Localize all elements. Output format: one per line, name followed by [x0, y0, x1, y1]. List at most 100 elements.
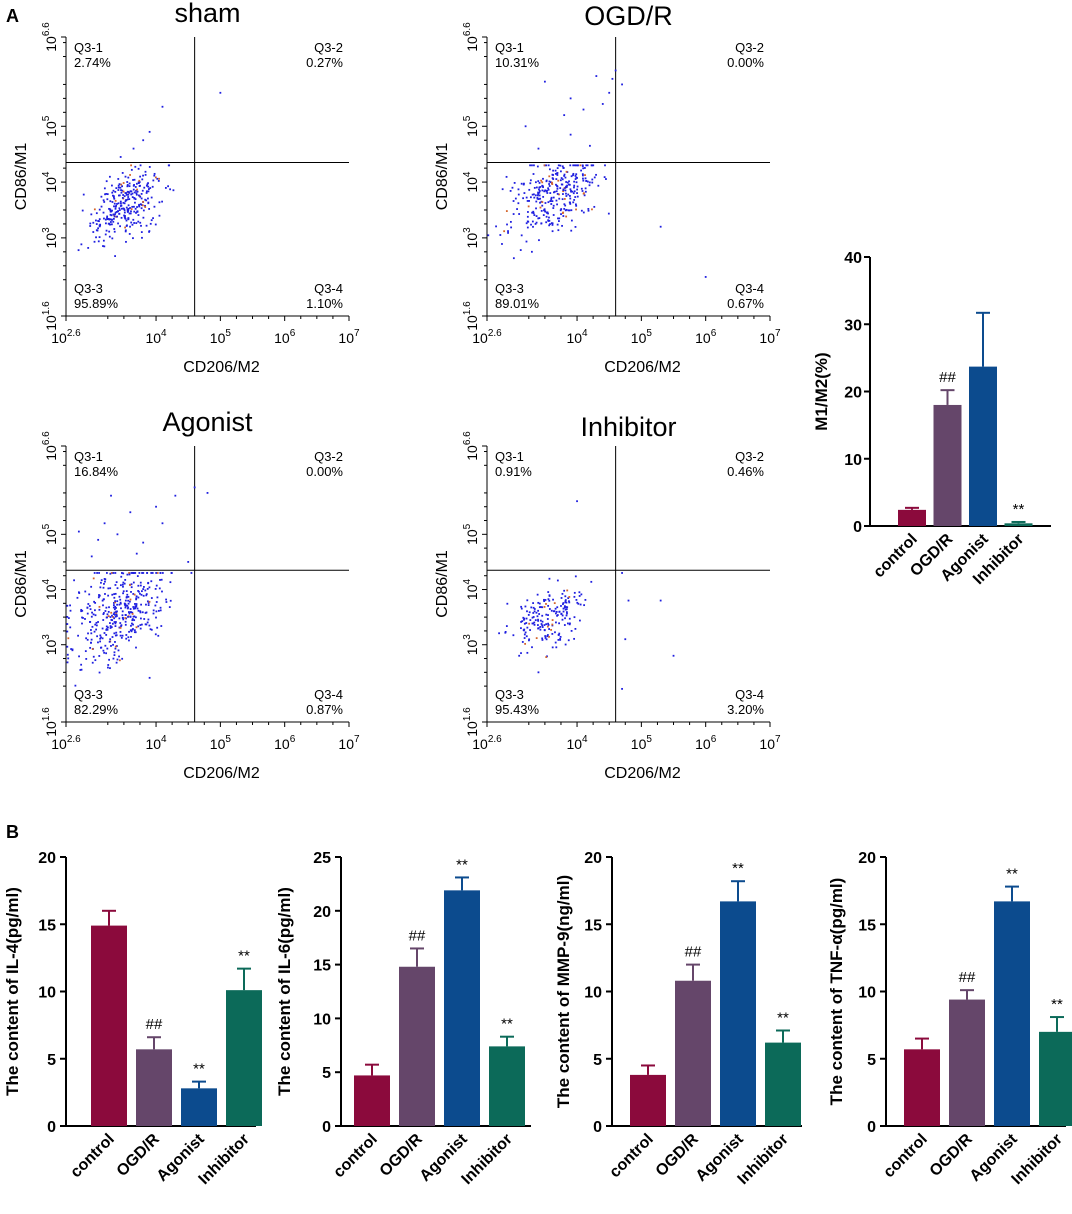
scatter-point [537, 601, 540, 604]
scatter-point [511, 186, 514, 189]
y-tick-label: 15 [858, 917, 876, 934]
scatter-point [130, 168, 133, 171]
scatter-point [102, 586, 105, 589]
bar-control [630, 1074, 666, 1126]
scatter-point [107, 222, 110, 225]
scatter-point [114, 625, 117, 627]
scatter-point [576, 195, 579, 198]
scatter-point [81, 622, 83, 625]
panel-label-b: B [6, 822, 19, 842]
scatter-point [122, 572, 125, 575]
y-tick-label: 101.6 [462, 707, 480, 737]
scatter-point [113, 197, 116, 200]
scatter-point [564, 599, 567, 601]
scatter-point [109, 572, 112, 575]
scatter-point [564, 189, 567, 192]
scatter-point [569, 195, 571, 197]
scatter-point [150, 196, 153, 199]
scatter-point [529, 619, 532, 621]
scatter-point [66, 630, 69, 633]
x-category-label: control [880, 1131, 930, 1181]
scatter-point [521, 620, 524, 623]
scatter-point [92, 231, 95, 233]
y-tick-label: 15 [38, 917, 56, 934]
scatter-point [533, 196, 536, 199]
scatter-point [538, 217, 541, 220]
scatter-point [543, 209, 545, 212]
scatter-point [547, 622, 549, 625]
scatter-point [570, 189, 572, 192]
scatter-point [117, 189, 120, 191]
scatter-point [593, 205, 596, 208]
scatter-point [113, 205, 115, 208]
scatter-point [66, 616, 69, 618]
bar-agonist [720, 901, 756, 1126]
y-tick-label: 25 [313, 850, 331, 867]
scatter-point [144, 589, 147, 592]
scatter-point [607, 212, 610, 215]
scatter-point [538, 190, 541, 192]
scatter-point [554, 169, 557, 172]
scatter-point [146, 621, 149, 624]
scatter-point [94, 623, 97, 626]
scatter-point [114, 634, 117, 637]
scatter-point [546, 634, 549, 636]
scatter-point [540, 209, 543, 212]
scatter-point [144, 173, 147, 176]
scatter-point [546, 189, 548, 192]
scatter-point [145, 611, 148, 614]
y-tick-label: 20 [313, 904, 331, 921]
scatter-point [539, 606, 542, 608]
scatter-point [573, 186, 575, 189]
y-tick-label: 101.6 [41, 707, 59, 737]
scatter-point [158, 201, 161, 204]
scatter-point [548, 577, 551, 580]
y-tick-label: 15 [584, 917, 602, 934]
scatter-point [536, 593, 539, 596]
scatter-point [570, 209, 573, 212]
quadrant-name: Q3-1 [495, 40, 524, 55]
scatter-point [531, 164, 533, 167]
quadrant-name: Q3-2 [735, 40, 764, 55]
scatter-point [86, 612, 89, 615]
scatter-point [575, 208, 577, 211]
scatter-point [115, 645, 118, 647]
scatter-point [534, 619, 537, 622]
scatter-point [562, 193, 564, 195]
quadrant-name: Q3-4 [735, 687, 764, 702]
scatter-point [510, 226, 513, 229]
scatter-point [583, 604, 586, 607]
scatter-point [95, 236, 97, 239]
scatter-point [573, 180, 576, 183]
scatter-point [103, 651, 106, 654]
scatter-point [100, 581, 102, 584]
scatter-point [558, 197, 561, 200]
scatter-point [562, 190, 565, 193]
scatter-point [121, 614, 124, 617]
y-tick-label: 5 [322, 1065, 331, 1082]
y-tick-label: 105 [41, 115, 59, 137]
scatter-point [84, 618, 86, 620]
scatter-point [562, 607, 565, 610]
scatter-point [525, 635, 528, 638]
scatter-point [77, 530, 80, 533]
scatter-point [96, 635, 99, 638]
scatter-point [112, 213, 115, 216]
scatter-point [130, 572, 133, 574]
y-tick-label: 10 [38, 985, 56, 1002]
scatter-point [154, 604, 157, 607]
scatter-point [543, 190, 546, 193]
scatter-point [568, 201, 571, 204]
scatter-point [575, 173, 578, 176]
scatter-point [139, 584, 142, 587]
scatter-point [138, 185, 141, 187]
scatter-point [114, 601, 117, 604]
scatter-point [558, 632, 561, 635]
scatter-point [148, 130, 151, 133]
scatter-point [146, 587, 149, 590]
scatter-point [525, 617, 528, 620]
scatter-points [498, 500, 675, 690]
scatter-point [109, 209, 112, 212]
scatter-point [568, 600, 570, 603]
quadrant-percent: 1.10% [306, 296, 343, 311]
